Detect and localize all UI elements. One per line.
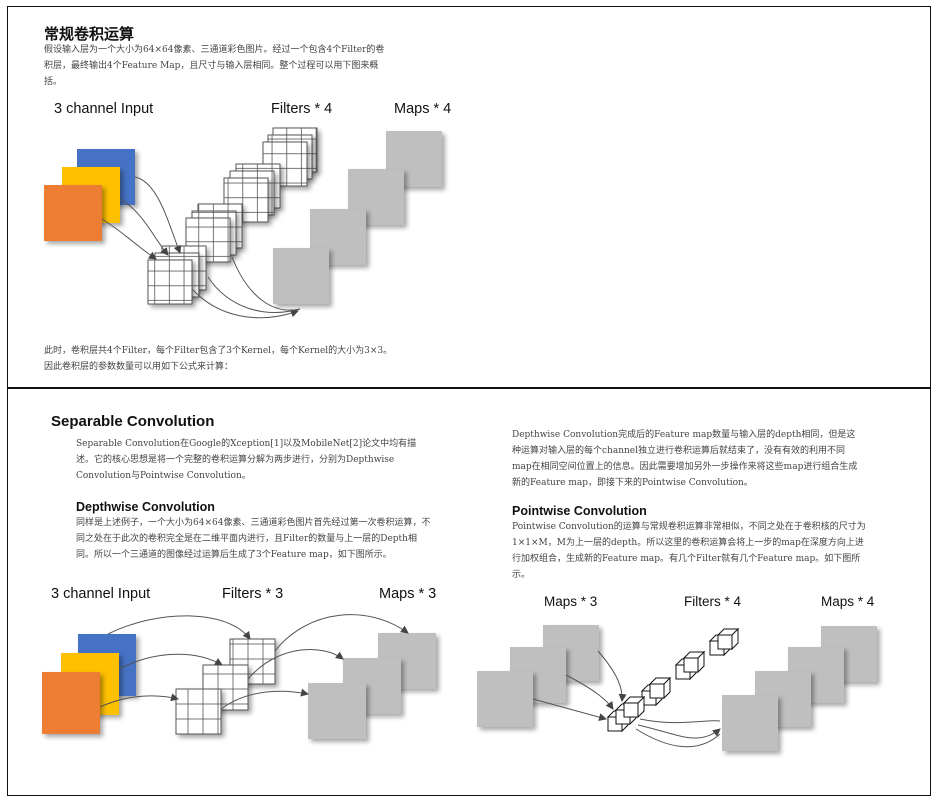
- dw-maps-label: Maps * 3: [379, 586, 437, 602]
- standard-convolution-diagram: [44, 127, 442, 319]
- filter-stack-4: [147, 245, 207, 305]
- pw-map-in-3: [477, 671, 533, 727]
- pw-filters-label: Filters * 4: [684, 594, 742, 609]
- dw-filters-label: Filters * 3: [222, 586, 284, 602]
- pw-filter-3: [640, 676, 672, 707]
- output-map-4: [273, 248, 329, 304]
- separable-convolution-panel: Separable Convolution Separable Convolut…: [7, 388, 931, 796]
- dw-input-orange: [42, 672, 100, 734]
- pointwise-title: Pointwise Convolution: [512, 504, 647, 518]
- pointwise-text: Pointwise Convolution的运算与常规卷积运算非常相似，不同之处…: [512, 522, 866, 580]
- footer-paragraph: 此时，卷积层共4个Filter，每个Filter包含了3个Kernel，每个Ke…: [44, 346, 393, 372]
- pw-maps-in-label: Maps * 3: [544, 594, 598, 609]
- separable-convolution-diagram: [42, 614, 877, 751]
- dw-map-3: [308, 683, 366, 739]
- separable-intro: Separable Convolution在Google的Xception[1]…: [76, 439, 417, 481]
- depthwise-text: 同样是上述例子，一个大小为64×64像素、三通道彩色图片首先经过第一次卷积运算，…: [76, 518, 431, 560]
- input-label: 3 channel Input: [54, 101, 154, 117]
- dw-input-label: 3 channel Input: [51, 586, 151, 602]
- pw-maps-out-label: Maps * 4: [821, 594, 875, 609]
- depthwise-title: Depthwise Convolution: [76, 500, 215, 514]
- pw-filter-4: [606, 695, 646, 733]
- dw-filter-3: [175, 688, 222, 735]
- filter-stack-2: [223, 163, 281, 223]
- filters-label: Filters * 4: [271, 101, 333, 117]
- standard-convolution-panel: 常规卷积运算 假设输入层为一个大小为64×64像素、三通道彩色图片。经过一个包含…: [7, 6, 931, 388]
- pw-filter-2: [674, 650, 706, 681]
- intro-paragraph: 假设输入层为一个大小为64×64像素、三通道彩色图片。经过一个包含4个Filte…: [44, 45, 385, 87]
- pw-map-out-4: [722, 695, 778, 751]
- maps-label: Maps * 4: [394, 101, 452, 117]
- page-title: 常规卷积运算: [44, 25, 135, 43]
- separable-title: Separable Convolution: [51, 413, 215, 430]
- input-channel-orange: [44, 185, 102, 241]
- depthwise-summary: Depthwise Convolution完成后的Feature map数量与输…: [512, 430, 858, 488]
- pw-filter-1: [708, 627, 740, 657]
